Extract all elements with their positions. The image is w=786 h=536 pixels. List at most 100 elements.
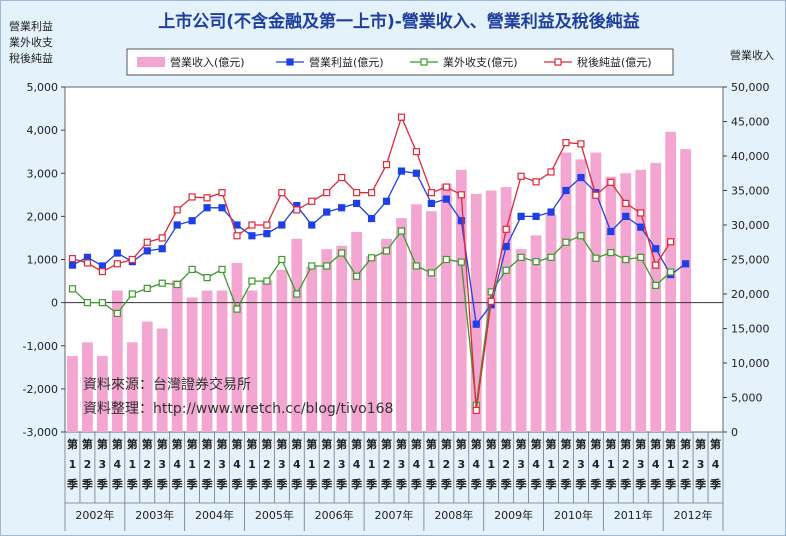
quarter-label-top: 第: [157, 437, 168, 451]
quarter-label-number: 1: [428, 458, 436, 471]
year-label: 2010年: [554, 508, 593, 522]
revenue-bar: [590, 152, 602, 433]
revenue-bar: [336, 245, 348, 432]
quarter-label-top: 第: [261, 437, 272, 451]
operating-income-marker: [412, 169, 421, 177]
net-income-marker: [562, 139, 570, 147]
net-income-marker: [577, 140, 585, 148]
quarter-label-number: 2: [502, 458, 510, 471]
quarter-label-bottom: 季: [574, 477, 587, 491]
year-label: 2003年: [135, 508, 174, 522]
plot-area: 5,000 4,000 3,000 2,000 1,000 0 -1,000 -2,000 -3…: [23, 81, 770, 531]
operating-income-marker: [472, 320, 480, 328]
net-income-marker: [98, 267, 106, 276]
operating-income-marker: [353, 199, 361, 208]
operating-income-marker: [143, 247, 151, 255]
quarter-label-number: 3: [637, 458, 645, 471]
quarter-label-bottom: 季: [201, 477, 214, 491]
net-income-marker: [338, 173, 346, 182]
quarter-label-bottom: 季: [604, 477, 617, 491]
net-income-marker: [113, 260, 121, 268]
operating-income-marker: [68, 261, 77, 269]
revenue-bar: [635, 169, 647, 433]
left-tick-label: 5,000: [27, 81, 59, 94]
revenue-bar: [186, 297, 198, 432]
quarter-label-top: 第: [202, 437, 213, 451]
left-tick-label: -2,000: [23, 383, 58, 396]
quarter-label-bottom: 季: [186, 477, 199, 491]
legend-swatch-marker: [554, 58, 562, 66]
quarter-label-bottom: 季: [156, 477, 169, 491]
quarter-label-bottom: 季: [81, 477, 94, 491]
quarter-label-number: 3: [457, 458, 465, 471]
quarter-label-bottom: 季: [694, 477, 707, 491]
operating-income-marker: [652, 245, 660, 253]
non-operating-marker: [652, 281, 660, 289]
net-income-marker: [143, 238, 151, 246]
year-label: 2007年: [375, 508, 414, 522]
non-operating-marker: [382, 247, 391, 255]
revenue-bar: [455, 169, 467, 433]
net-income-marker: [263, 221, 271, 229]
left-tick-label: 2,000: [27, 210, 59, 223]
net-income-marker: [248, 221, 256, 229]
operating-income-marker: [397, 167, 406, 175]
left-tick-label: 4,000: [27, 124, 59, 137]
non-operating-marker: [502, 266, 510, 274]
revenue-bar: [82, 342, 93, 432]
revenue-bar: [201, 290, 213, 432]
year-label: 2009年: [494, 508, 533, 522]
quarter-label-top: 第: [396, 437, 407, 451]
quarter-label-bottom: 季: [290, 477, 303, 491]
non-operating-marker: [263, 277, 271, 285]
non-operating-marker: [143, 284, 151, 292]
net-income-marker: [68, 255, 77, 263]
quarter-label-number: 2: [323, 458, 331, 471]
right-tick-label: 5,000: [731, 392, 763, 405]
quarter-label-bottom: 季: [559, 477, 572, 491]
net-income-marker: [442, 183, 450, 191]
quarter-label-number: 1: [487, 458, 495, 471]
year-label: 2005年: [255, 508, 294, 522]
right-tick-label: 40,000: [731, 150, 770, 163]
quarter-label-top: 第: [82, 437, 93, 451]
non-operating-marker: [442, 255, 450, 264]
net-income-marker: [293, 206, 301, 214]
net-income-marker: [382, 161, 391, 169]
left-tick-label: 0: [51, 297, 58, 310]
right-tick-label: 50,000: [731, 81, 770, 94]
non-operating-marker: [367, 254, 376, 262]
quarter-label-number: 2: [562, 458, 570, 471]
quarter-label-bottom: 季: [425, 477, 438, 491]
right-tick-label: 10,000: [731, 357, 770, 370]
quarter-label-top: 第: [142, 437, 153, 451]
net-income-marker: [218, 189, 226, 197]
non-operating-marker: [308, 262, 316, 270]
quarter-label-top: 第: [411, 437, 422, 451]
quarter-label-top: 第: [486, 437, 497, 451]
quarter-label-bottom: 季: [440, 477, 453, 491]
quarter-label-bottom: 季: [365, 477, 378, 491]
quarter-label-top: 第: [97, 437, 108, 451]
legend-label: 營業利益(億元): [309, 55, 384, 69]
non-operating-marker: [68, 285, 77, 293]
quarter-label-top: 第: [366, 437, 377, 451]
non-operating-marker: [293, 290, 301, 298]
net-income-marker: [427, 189, 435, 197]
net-income-marker: [532, 178, 540, 186]
net-income-marker: [592, 191, 600, 199]
quarter-label-top: 第: [217, 437, 228, 451]
operating-income-marker: [323, 208, 331, 216]
operating-income-marker: [532, 212, 540, 220]
net-income-marker: [323, 189, 331, 197]
operating-income-marker: [233, 221, 241, 229]
quarter-label-top: 第: [605, 437, 616, 451]
operating-income-marker: [308, 221, 316, 229]
quarter-label-bottom: 季: [515, 477, 528, 491]
quarter-label-number: 3: [577, 458, 585, 471]
left-tick-label: 3,000: [27, 167, 59, 180]
revenue-bar: [111, 290, 123, 432]
operating-income-marker: [218, 204, 226, 212]
operating-income-marker: [173, 221, 181, 229]
right-tick-label: 15,000: [731, 323, 770, 336]
